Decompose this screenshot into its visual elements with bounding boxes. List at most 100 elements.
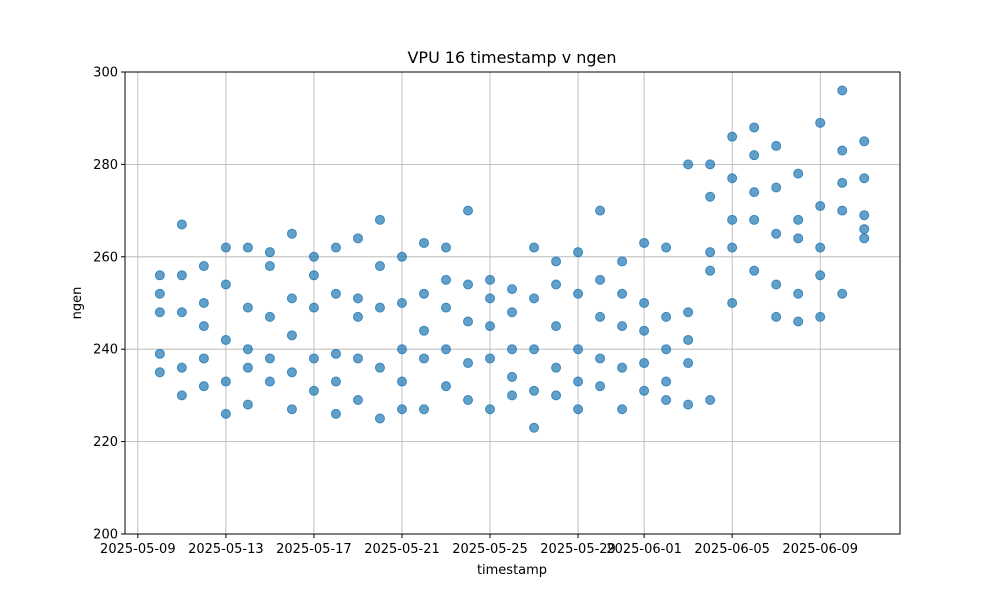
point xyxy=(727,131,738,142)
point xyxy=(859,173,870,184)
point xyxy=(352,293,363,304)
point xyxy=(308,270,319,281)
point xyxy=(352,353,363,364)
point xyxy=(286,293,297,304)
point xyxy=(705,191,716,202)
point xyxy=(727,298,738,308)
point xyxy=(551,390,562,401)
point xyxy=(396,344,407,355)
x-tick-label: 2025-05-21 xyxy=(364,542,440,557)
y-tick-label: 280 xyxy=(93,158,118,173)
point xyxy=(859,233,870,244)
point xyxy=(639,237,650,248)
point xyxy=(529,344,540,355)
point xyxy=(485,293,496,304)
point xyxy=(463,316,474,327)
point xyxy=(308,251,319,262)
point xyxy=(418,353,429,364)
point xyxy=(683,307,694,318)
point xyxy=(639,325,650,336)
point xyxy=(617,288,628,299)
point xyxy=(793,316,804,327)
point xyxy=(793,288,804,299)
point xyxy=(573,376,584,387)
point xyxy=(551,362,562,373)
point xyxy=(749,265,760,276)
point xyxy=(154,348,165,359)
point xyxy=(330,348,341,359)
point xyxy=(749,150,760,161)
point xyxy=(441,344,452,355)
point xyxy=(573,247,584,258)
point xyxy=(573,288,584,299)
point xyxy=(330,242,341,253)
point xyxy=(264,353,275,364)
x-tick-label: 2025-06-05 xyxy=(694,542,770,557)
point xyxy=(176,390,187,401)
point xyxy=(352,233,363,244)
point xyxy=(749,214,760,225)
point xyxy=(771,228,782,239)
point xyxy=(837,177,848,188)
y-tick-label: 220 xyxy=(93,435,118,450)
x-tick-label: 2025-05-29 xyxy=(540,542,616,557)
point xyxy=(198,298,209,308)
point xyxy=(749,122,760,133)
point xyxy=(705,395,716,406)
point xyxy=(330,288,341,299)
x-axis-label: timestamp xyxy=(477,563,547,578)
point xyxy=(286,367,297,378)
point xyxy=(661,395,672,406)
x-tick-label: 2025-05-17 xyxy=(276,542,352,557)
point xyxy=(661,311,672,322)
point xyxy=(837,205,848,216)
point xyxy=(441,302,452,313)
point xyxy=(705,159,716,170)
point xyxy=(661,376,672,387)
point xyxy=(485,274,496,285)
x-tick-label: 2025-05-13 xyxy=(188,542,264,557)
point xyxy=(639,385,650,396)
point xyxy=(507,390,518,401)
point xyxy=(837,145,848,156)
point xyxy=(396,376,407,387)
point xyxy=(727,173,738,184)
point xyxy=(374,261,385,272)
point xyxy=(264,311,275,322)
point xyxy=(176,219,187,230)
point xyxy=(529,293,540,304)
point xyxy=(418,404,429,415)
point xyxy=(661,242,672,253)
point xyxy=(176,362,187,373)
point xyxy=(308,353,319,364)
point xyxy=(617,256,628,267)
x-tick-label: 2025-06-09 xyxy=(782,542,858,557)
point xyxy=(418,237,429,248)
point xyxy=(529,385,540,396)
point xyxy=(727,214,738,225)
point xyxy=(705,265,716,276)
point xyxy=(198,353,209,364)
point xyxy=(485,321,496,332)
point xyxy=(374,362,385,373)
point xyxy=(396,251,407,262)
point xyxy=(551,256,562,267)
point xyxy=(308,385,319,396)
point xyxy=(859,136,870,147)
point xyxy=(220,408,231,419)
point xyxy=(308,302,319,313)
point xyxy=(264,376,275,387)
point xyxy=(176,270,187,281)
point xyxy=(242,362,253,373)
point xyxy=(286,228,297,239)
point xyxy=(418,288,429,299)
point xyxy=(198,261,209,272)
point xyxy=(441,381,452,392)
point xyxy=(595,205,606,216)
y-tick-label: 300 xyxy=(93,66,118,81)
point xyxy=(705,247,716,258)
point xyxy=(771,140,782,151)
point xyxy=(154,367,165,378)
point xyxy=(683,334,694,345)
